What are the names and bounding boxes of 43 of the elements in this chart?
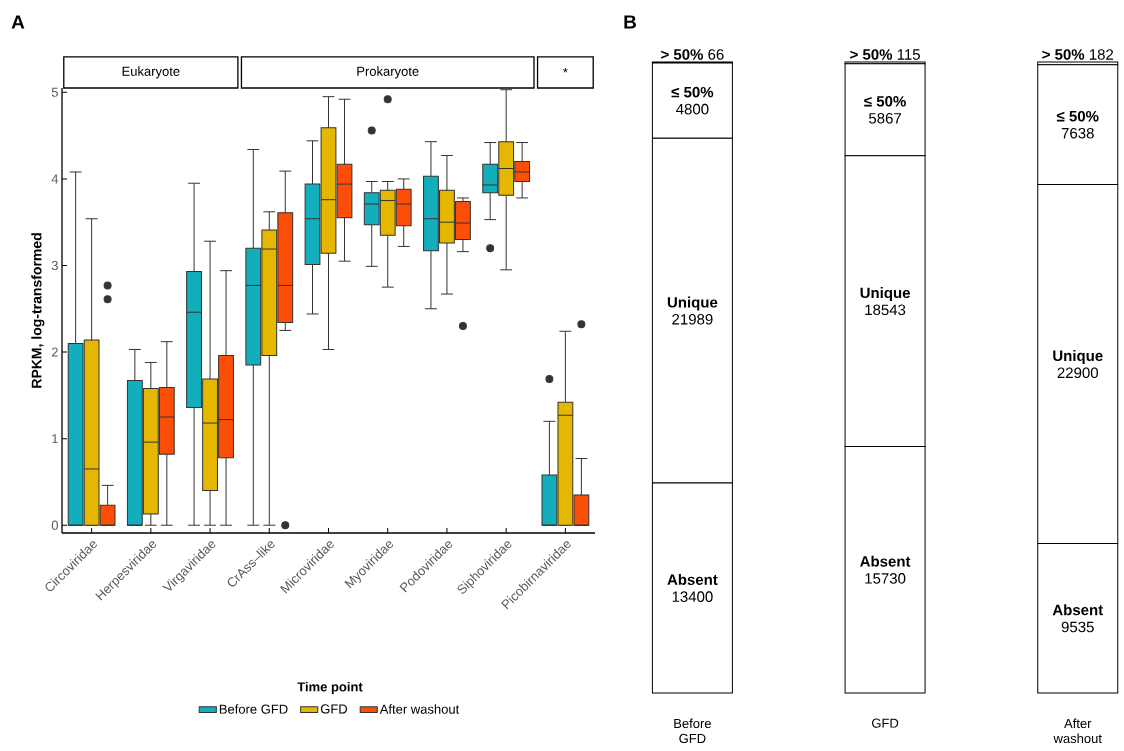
data-label: 4800 xyxy=(676,103,709,115)
text: Prokaryote xyxy=(357,66,419,79)
text: > 50% xyxy=(850,49,893,60)
text: B xyxy=(624,15,636,29)
text: Absent xyxy=(860,555,911,567)
data-label: 182 xyxy=(1089,49,1114,60)
series-label: Unique xyxy=(1053,350,1103,365)
x-tick-label: GFD xyxy=(872,718,899,728)
y-tick-label: 3 xyxy=(51,260,58,271)
text: Unique xyxy=(860,287,910,302)
legend-title: Time point xyxy=(297,681,363,695)
data-label: 15730 xyxy=(865,573,906,584)
legend-label: After washout xyxy=(379,704,460,714)
y-tick-label: 2 xyxy=(51,347,58,357)
series-label: Absent xyxy=(1052,604,1103,616)
text: ≤ 50% xyxy=(1056,110,1099,122)
data-label: 21989 xyxy=(672,313,713,325)
data-label: 5867 xyxy=(868,112,901,124)
x-tick-label: Before GFD xyxy=(674,718,711,744)
text: A xyxy=(11,15,25,29)
data-label: 7638 xyxy=(1061,127,1094,139)
y-tick-label: 0 xyxy=(51,520,58,530)
data-label: 66 xyxy=(708,49,724,60)
legend-label: GFD xyxy=(320,704,348,714)
y-tick-label: 4 xyxy=(51,174,59,184)
data-label: 18543 xyxy=(865,304,906,316)
x-tick-label: After washout xyxy=(1053,718,1102,744)
y-tick-label: 1 xyxy=(52,434,58,444)
text: Unique xyxy=(667,296,718,311)
text: Eukaryote xyxy=(122,66,180,79)
series-label: ≤ 50% xyxy=(671,86,714,98)
data-label: 13400 xyxy=(672,591,713,602)
text: > 50% xyxy=(1042,49,1085,60)
y-tick-label: 5 xyxy=(51,87,58,97)
data-label: 22900 xyxy=(1057,367,1099,379)
legend-label: Before GFD xyxy=(219,704,288,714)
text: * xyxy=(563,67,568,73)
text: ≤ 50% xyxy=(864,95,906,107)
y-axis-title: RPKM, log-transformed xyxy=(31,233,45,388)
text: Absent xyxy=(667,573,718,585)
data-label: 115 xyxy=(897,49,920,60)
series-label: > 50% xyxy=(661,49,704,60)
data-label: 9535 xyxy=(1061,621,1094,633)
